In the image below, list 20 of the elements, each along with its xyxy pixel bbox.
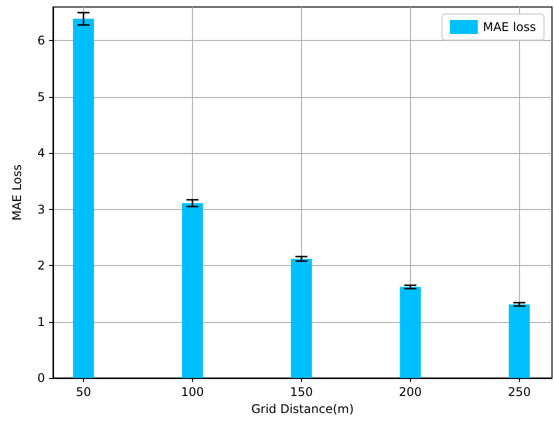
- y-tick-label: 4: [37, 146, 45, 160]
- bar: [73, 18, 94, 378]
- y-tick-label: 2: [37, 258, 45, 273]
- bar: [290, 258, 312, 378]
- legend-label: MAE loss: [482, 20, 536, 34]
- y-tick-label: 3: [37, 202, 45, 216]
- x-axis-title: Grid Distance(m): [251, 402, 354, 416]
- x-tick-label: 50: [76, 385, 92, 399]
- x-tick-label: 150: [290, 385, 313, 399]
- x-tick-label: 250: [508, 385, 531, 399]
- y-tick-label: 6: [37, 34, 45, 48]
- y-tick-label: 1: [37, 314, 45, 329]
- x-tick-label: 100: [181, 385, 204, 399]
- y-axis-title: MAE Loss: [10, 164, 24, 221]
- y-tick-label: 0: [37, 371, 45, 385]
- bar: [400, 286, 421, 378]
- bar: [508, 304, 530, 378]
- bar: [182, 203, 203, 378]
- y-tick-label: 5: [37, 90, 45, 104]
- x-tick-label: 200: [398, 385, 422, 399]
